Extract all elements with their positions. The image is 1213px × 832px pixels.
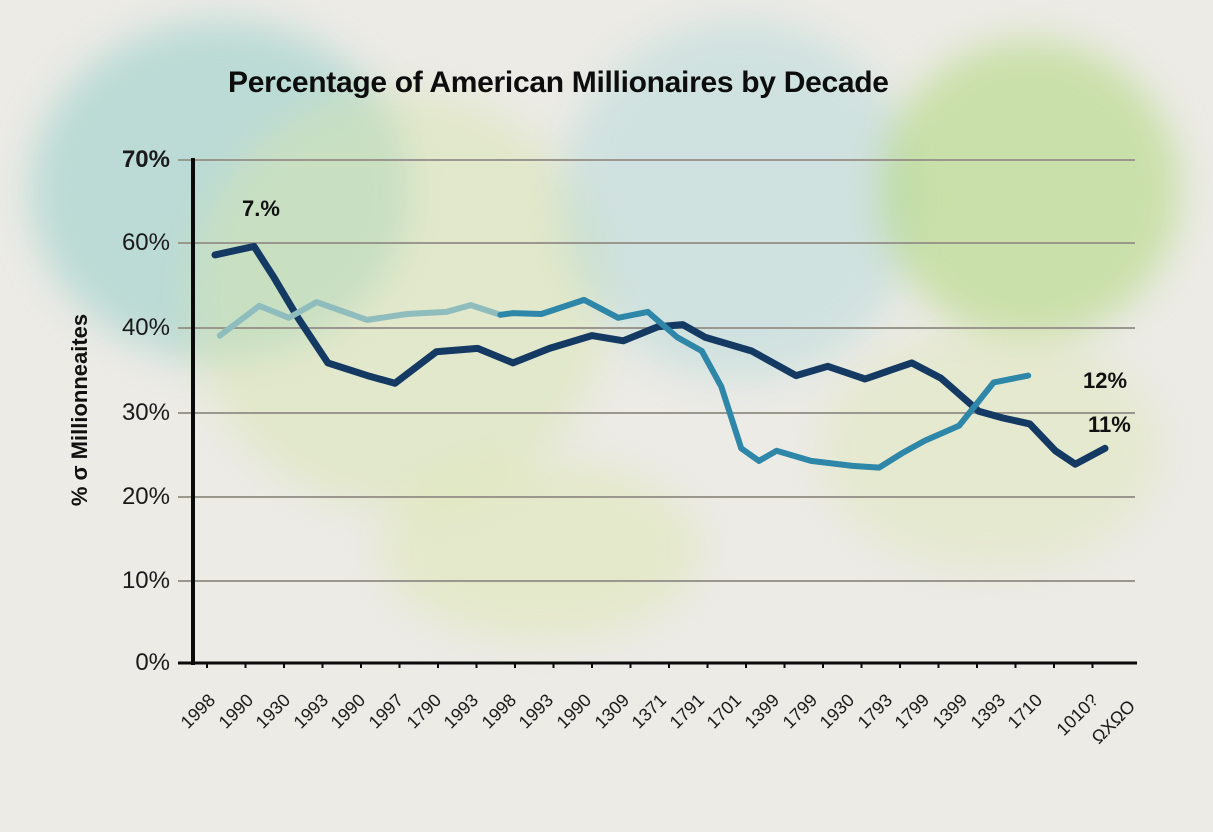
annotation-medium-teal-end-label: 12%: [1083, 368, 1128, 393]
y-tick-label: 0%: [135, 649, 170, 676]
annotation-dark-navy-end-label: 11%: [1088, 412, 1131, 437]
y-tick-label: 10%: [121, 567, 170, 594]
series-line-medium-teal: [497, 296, 1032, 471]
y-tick-label: 70%: [121, 146, 170, 173]
chart-title: Percentage of American Millionaires by D…: [228, 66, 889, 99]
y-tick-label: 40%: [121, 314, 170, 341]
y-tick-label: 20%: [121, 483, 170, 510]
series-line-dark-navy: [211, 242, 1109, 468]
y-tick-label: 60%: [121, 229, 170, 256]
series-line-light-teal: [216, 299, 504, 339]
y-tick-label: 30%: [121, 399, 170, 426]
annotation-peak-label: 7.%: [242, 196, 280, 221]
